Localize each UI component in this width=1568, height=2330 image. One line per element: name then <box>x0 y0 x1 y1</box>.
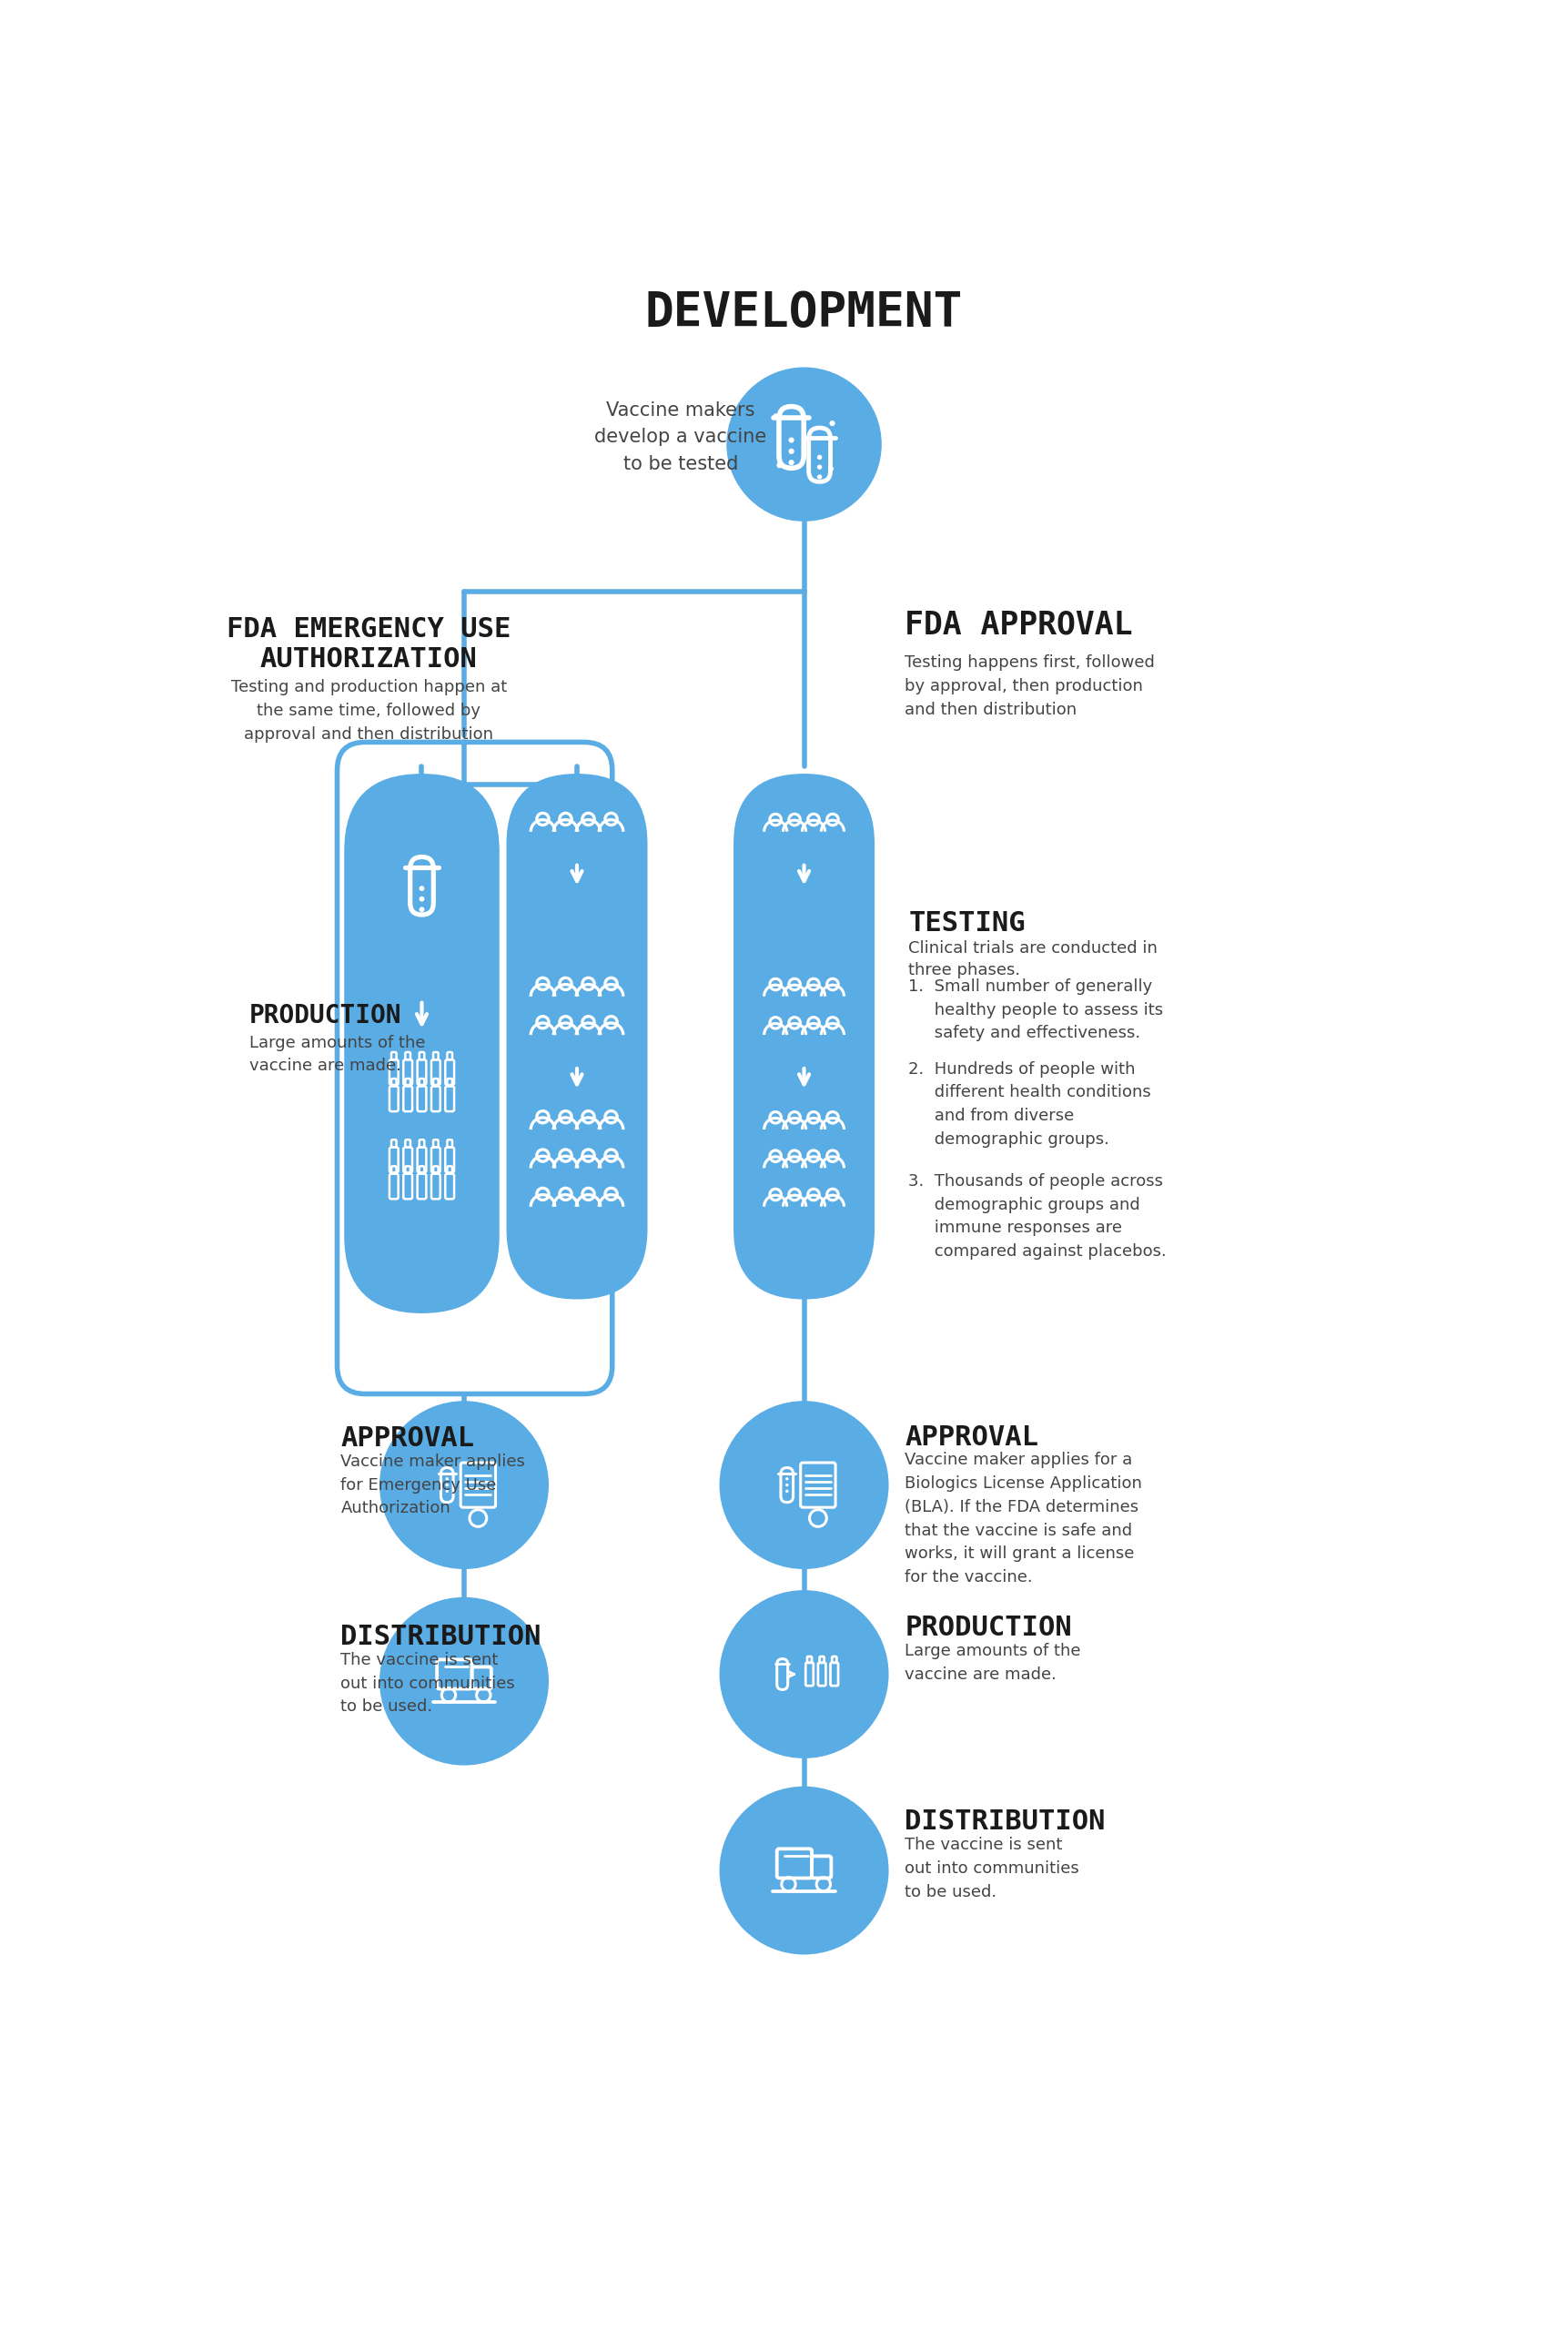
Text: Clinical trials are conducted in
three phases.: Clinical trials are conducted in three p… <box>908 941 1157 979</box>
Text: Vaccine makers
develop a vaccine
to be tested: Vaccine makers develop a vaccine to be t… <box>594 401 767 473</box>
Text: DISTRIBUTION: DISTRIBUTION <box>340 1624 541 1650</box>
Circle shape <box>817 454 822 459</box>
Circle shape <box>726 368 881 522</box>
Text: Testing happens first, followed
by approval, then production
and then distributi: Testing happens first, followed by appro… <box>905 655 1154 718</box>
Text: FDA EMERGENCY USE
AUTHORIZATION: FDA EMERGENCY USE AUTHORIZATION <box>227 615 511 673</box>
Text: Vaccine maker applies
for Emergency Use
Authorization: Vaccine maker applies for Emergency Use … <box>340 1454 525 1517</box>
FancyBboxPatch shape <box>506 774 648 1300</box>
Text: PRODUCTION: PRODUCTION <box>249 1002 401 1028</box>
Circle shape <box>379 1596 549 1766</box>
Circle shape <box>789 459 793 466</box>
Circle shape <box>786 1484 789 1487</box>
Circle shape <box>829 419 834 426</box>
Text: Large amounts of the
vaccine are made.: Large amounts of the vaccine are made. <box>905 1643 1080 1682</box>
Text: FDA APPROVAL: FDA APPROVAL <box>905 608 1132 641</box>
Text: Testing and production happen at
the same time, followed by
approval and then di: Testing and production happen at the sam… <box>230 678 506 743</box>
Circle shape <box>786 1489 789 1494</box>
Circle shape <box>817 464 822 471</box>
Text: The vaccine is sent
out into communities
to be used.: The vaccine is sent out into communities… <box>340 1652 514 1715</box>
Circle shape <box>720 1400 887 1568</box>
Circle shape <box>419 885 425 890</box>
Circle shape <box>720 1589 887 1759</box>
Circle shape <box>445 1489 448 1494</box>
Circle shape <box>379 1400 549 1568</box>
Text: The vaccine is sent
out into communities
to be used.: The vaccine is sent out into communities… <box>905 1836 1079 1899</box>
Text: 1.  Small number of generally
     healthy people to assess its
     safety and : 1. Small number of generally healthy peo… <box>908 979 1163 1042</box>
Text: DEVELOPMENT: DEVELOPMENT <box>644 289 963 338</box>
Text: 3.  Thousands of people across
     demographic groups and
     immune responses: 3. Thousands of people across demographi… <box>908 1172 1167 1261</box>
Circle shape <box>828 466 833 471</box>
Text: APPROVAL: APPROVAL <box>905 1424 1038 1452</box>
Circle shape <box>419 906 425 911</box>
Circle shape <box>720 1787 887 1955</box>
Circle shape <box>786 1477 789 1480</box>
Text: Large amounts of the
vaccine are made.: Large amounts of the vaccine are made. <box>249 1035 425 1074</box>
Circle shape <box>445 1477 448 1480</box>
Text: PRODUCTION: PRODUCTION <box>905 1615 1071 1640</box>
Text: 2.  Hundreds of people with
     different health conditions
     and from diver: 2. Hundreds of people with different hea… <box>908 1060 1151 1149</box>
Circle shape <box>445 1484 448 1487</box>
Text: APPROVAL: APPROVAL <box>340 1426 474 1452</box>
Circle shape <box>776 464 782 468</box>
FancyBboxPatch shape <box>734 774 873 1300</box>
Circle shape <box>789 438 793 443</box>
Text: Vaccine maker applies for a
Biologics License Application
(BLA). If the FDA dete: Vaccine maker applies for a Biologics Li… <box>905 1452 1142 1584</box>
FancyBboxPatch shape <box>343 774 499 1314</box>
Circle shape <box>419 897 425 902</box>
Text: TESTING: TESTING <box>908 911 1025 937</box>
Circle shape <box>773 412 778 419</box>
Circle shape <box>817 475 822 480</box>
Circle shape <box>789 447 793 454</box>
Text: DISTRIBUTION: DISTRIBUTION <box>905 1808 1105 1836</box>
